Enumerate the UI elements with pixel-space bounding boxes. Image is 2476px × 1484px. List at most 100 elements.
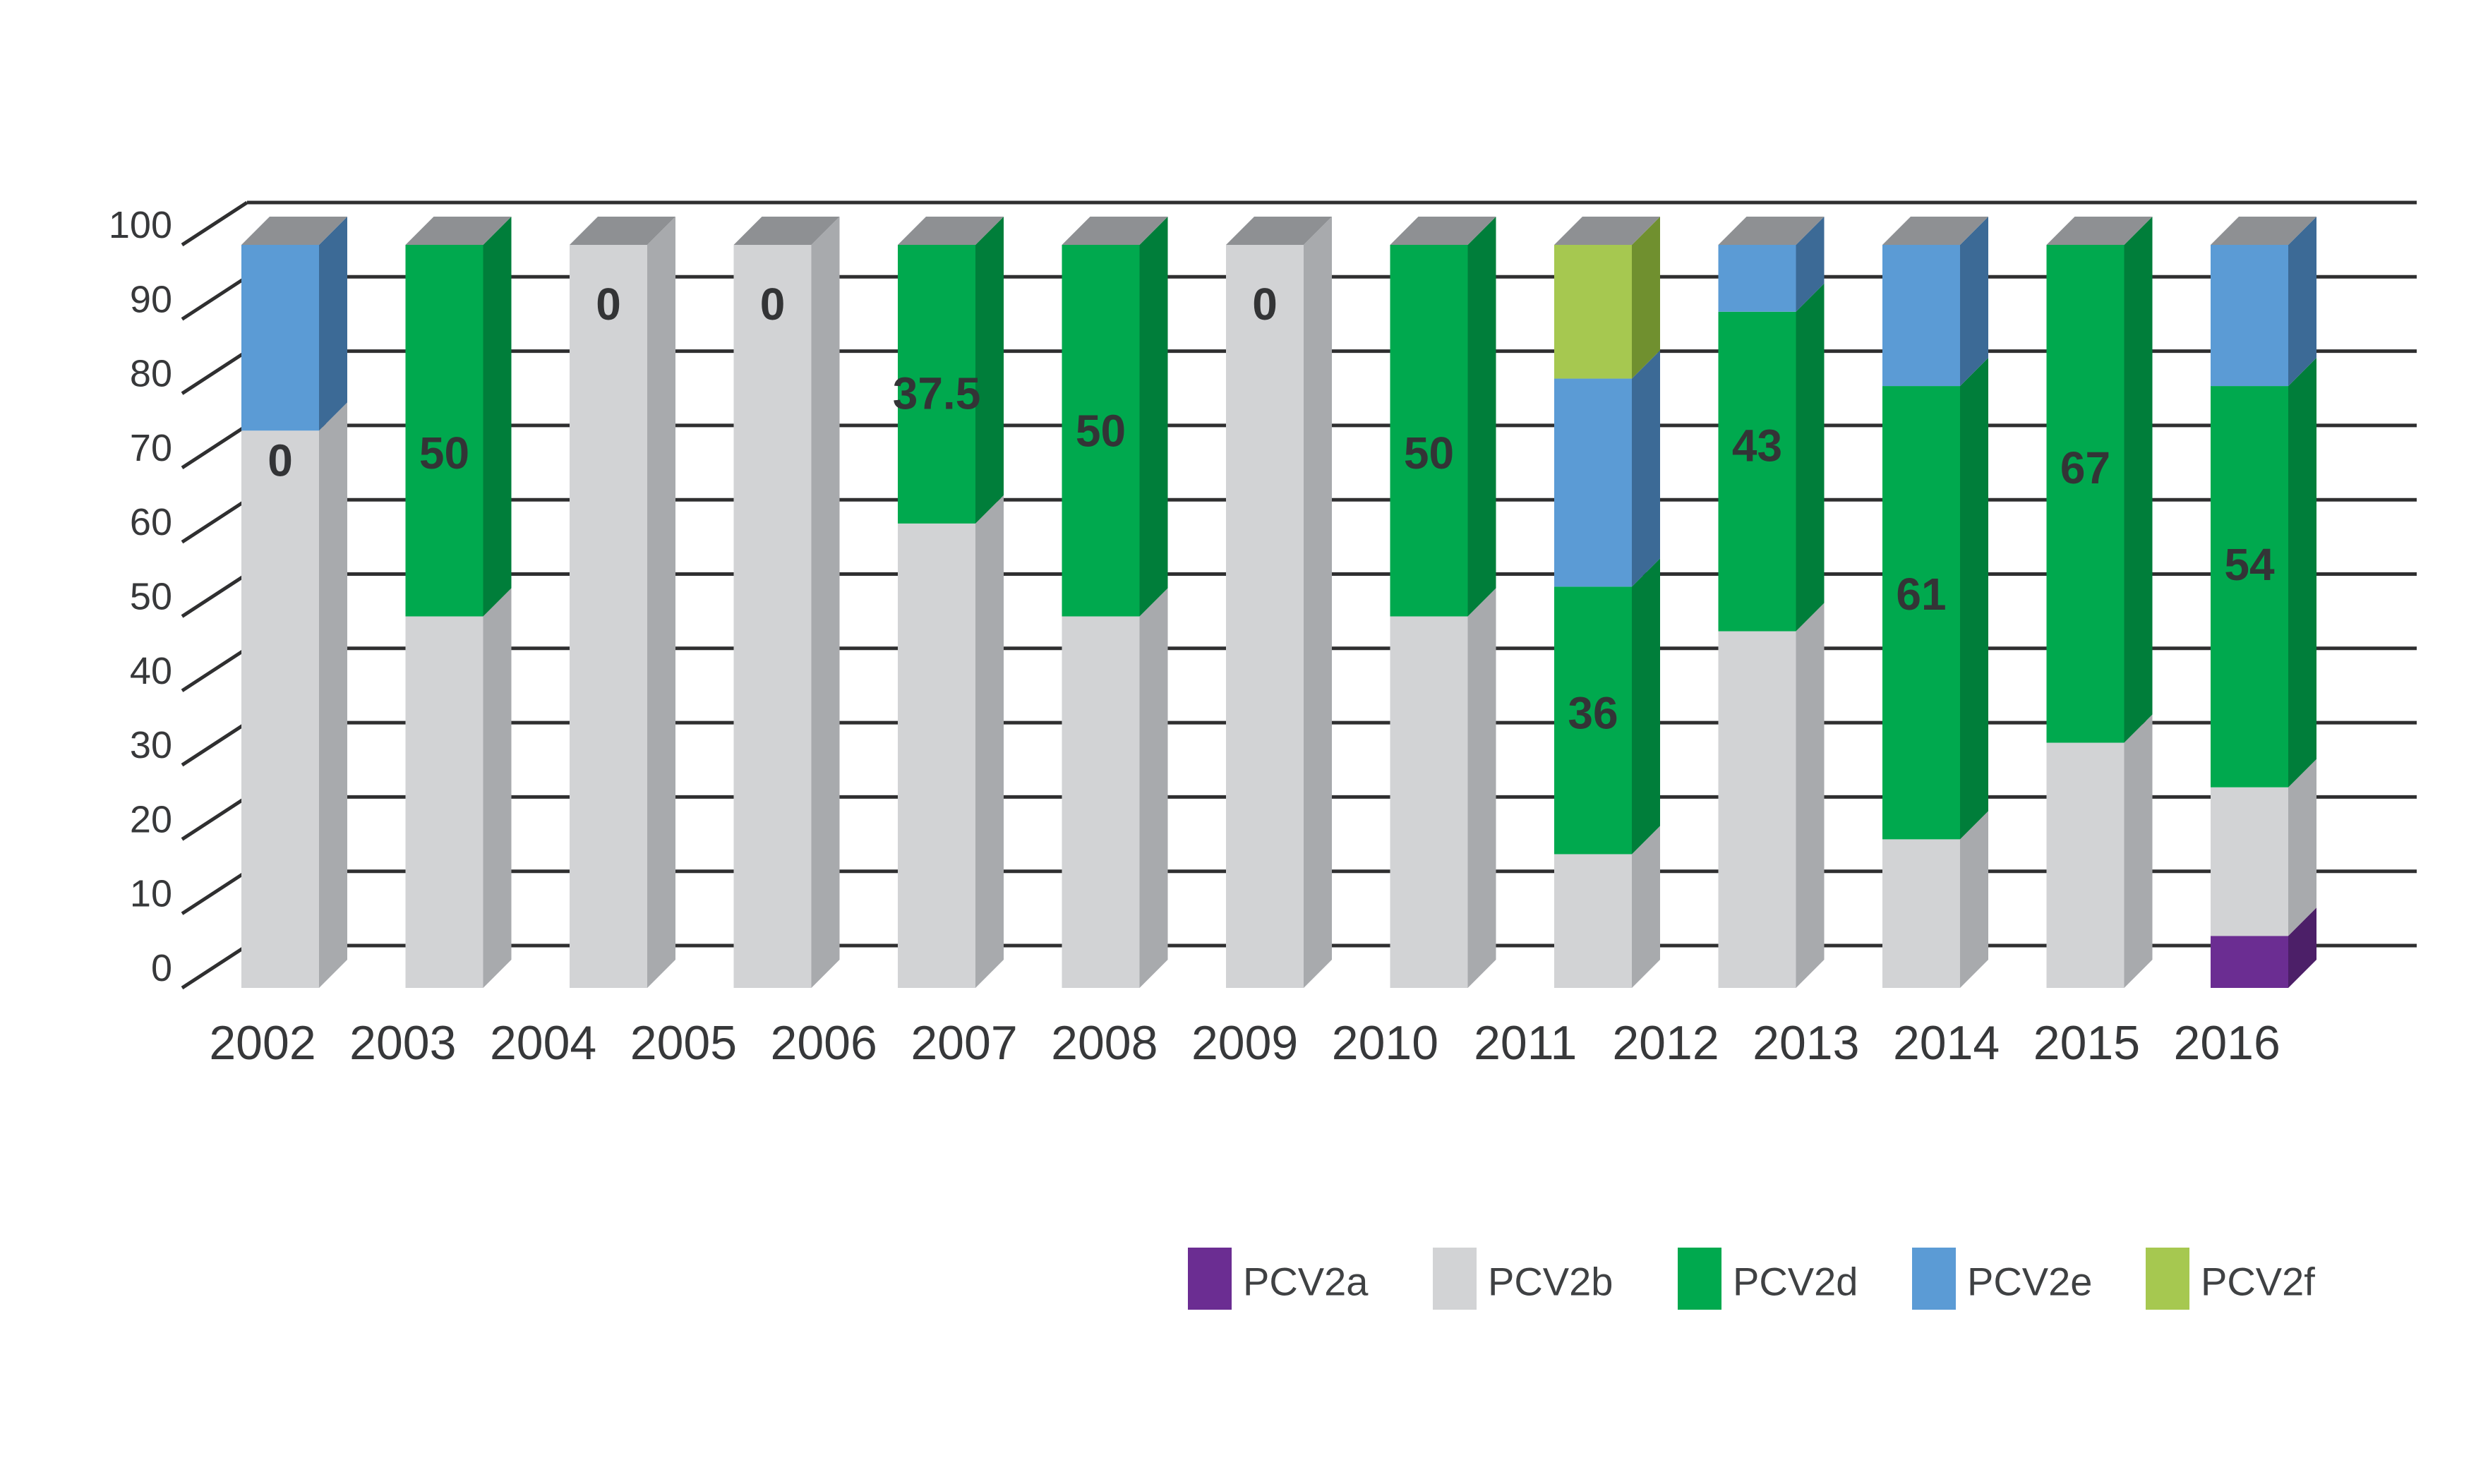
y-axis-tick <box>181 869 248 915</box>
bar-segment-PCV2d <box>1390 245 1468 617</box>
bar-segment-PCV2e <box>1554 378 1632 587</box>
bar-segment-PCV2d <box>2211 386 2288 788</box>
y-axis-label: 20 <box>130 798 172 840</box>
bar-2002 <box>241 217 347 988</box>
bar-value-label-2005: 0 <box>760 279 786 330</box>
bar-segment-PCV2d <box>898 245 975 524</box>
bar-segment-PCV2d <box>1718 311 1796 632</box>
bar-segment-PCV2b <box>570 245 647 988</box>
bar-value-label-2009: 0 <box>1252 279 1278 330</box>
legend-item-pcv2e: PCV2e <box>1912 1248 2092 1310</box>
x-axis-label-2011: 2011 <box>1474 1016 1577 1070</box>
x-axis-label-2005: 2005 <box>630 1016 737 1070</box>
legend-swatch-pcv2e <box>1912 1248 1956 1310</box>
bar-value-label-2013: 61 <box>1896 569 1946 620</box>
bar-segment-side-PCV2b <box>1304 217 1332 988</box>
bar-segment-PCV2d <box>1882 386 1960 840</box>
bar-top-face <box>1718 217 1825 245</box>
bar-top-face <box>241 217 347 245</box>
y-axis-tick <box>181 572 248 618</box>
y-axis-label: 30 <box>130 724 172 766</box>
y-axis-label: 50 <box>130 576 172 618</box>
bar-top-face <box>570 217 675 245</box>
bar-value-label-2012: 43 <box>1732 420 1782 471</box>
bar-segment-PCV2b <box>1062 616 1140 988</box>
bar-segment-side-PCV2d <box>1632 558 1660 855</box>
bar-segment-side-PCV2d <box>1467 217 1496 617</box>
y-axis-tick <box>181 200 248 247</box>
bar-value-label-2008: 50 <box>1076 405 1126 456</box>
y-axis-tick <box>181 349 248 395</box>
x-axis-label-2012: 2012 <box>1612 1016 1719 1070</box>
bar-segment-side-PCV2b <box>319 402 347 988</box>
x-axis-label-2014: 2014 <box>1893 1016 2000 1070</box>
bar-segment-side-PCV2a <box>2288 907 2316 988</box>
y-axis-tick <box>181 275 248 321</box>
bar-segment-side-PCV2b <box>2288 759 2316 936</box>
bar-segment-PCV2e <box>1718 245 1796 312</box>
bar-segment-side-PCV2d <box>1796 283 1825 632</box>
bar-top-face <box>1062 217 1168 245</box>
bar-value-label-2004: 0 <box>596 279 621 330</box>
y-axis-tick <box>181 646 248 692</box>
y-axis-label: 100 <box>109 204 172 246</box>
y-axis-label: 60 <box>130 501 172 543</box>
bar-top-face <box>898 217 1004 245</box>
legend-swatch-pcv2d <box>1678 1248 1721 1310</box>
bar-segment-side-PCV2d <box>2124 217 2153 743</box>
legend-swatch-pcv2f <box>2146 1248 2189 1310</box>
bar-value-label-2010: 50 <box>1404 428 1454 478</box>
legend-item-pcv2a: PCV2a <box>1188 1248 1369 1310</box>
bar-segment-side-PCV2e <box>1796 217 1825 312</box>
legend-item-pcv2b: PCV2b <box>1433 1248 1613 1310</box>
bar-segment-PCV2b <box>1882 839 1960 988</box>
bar-2007 <box>898 217 1004 988</box>
bar-segment-PCV2d <box>2046 245 2125 743</box>
x-axis-label-2007: 2007 <box>911 1016 1017 1070</box>
bar-segment-side-PCV2b <box>647 217 675 988</box>
bar-segment-side-PCV2b <box>1139 588 1168 988</box>
x-axis-label-2008: 2008 <box>1051 1016 1158 1070</box>
bar-top-face <box>2211 217 2316 245</box>
bar-value-label-2002: 0 <box>268 435 293 485</box>
legend-label-pcv2d: PCV2d <box>1733 1260 1858 1304</box>
bar-2013 <box>1882 217 1988 988</box>
bar-segment-PCV2e <box>241 245 319 431</box>
bar-segment-PCV2b <box>405 616 483 988</box>
bar-2011 <box>1554 217 1660 988</box>
bar-segment-side-PCV2e <box>1632 350 1660 587</box>
y-axis-label: 0 <box>151 947 172 989</box>
bar-segment-PCV2b <box>898 523 975 988</box>
bar-top-face <box>1554 217 1660 245</box>
bar-segment-side-PCV2e <box>319 217 347 431</box>
bar-segment-side-PCV2d <box>975 217 1004 524</box>
legend-label-pcv2e: PCV2e <box>1967 1260 2092 1304</box>
bar-segment-PCV2b <box>2211 787 2288 936</box>
bar-segment-side-PCV2d <box>483 217 512 617</box>
legend-swatch-pcv2b <box>1433 1248 1477 1310</box>
bar-2009 <box>1226 217 1332 988</box>
bar-segment-PCV2e <box>1882 245 1960 387</box>
legend-label-pcv2b: PCV2b <box>1488 1260 1613 1304</box>
bar-value-label-2003: 50 <box>419 428 469 478</box>
bar-segment-PCV2d <box>1554 586 1632 855</box>
y-axis-label: 80 <box>130 353 172 395</box>
legend-label-pcv2a: PCV2a <box>1243 1260 1369 1304</box>
x-axis-label-2006: 2006 <box>771 1016 877 1070</box>
bar-segment-side-PCV2b <box>811 217 840 988</box>
bar-value-label-2015: 67 <box>2060 442 2110 493</box>
bar-top-face <box>1226 217 1332 245</box>
x-axis-label-2015: 2015 <box>2033 1016 2140 1070</box>
bar-top-face <box>1390 217 1496 245</box>
bar-top-face <box>1882 217 1988 245</box>
y-axis-tick <box>181 795 248 841</box>
bar-segment-PCV2b <box>1554 854 1632 988</box>
bar-segment-side-PCV2e <box>1960 217 1988 387</box>
y-axis-tick <box>181 943 248 990</box>
x-axis-label-2003: 2003 <box>349 1016 456 1070</box>
bar-2015 <box>2046 217 2153 988</box>
bar-top-face <box>733 217 840 245</box>
bar-segment-side-PCV2e <box>2288 217 2316 387</box>
